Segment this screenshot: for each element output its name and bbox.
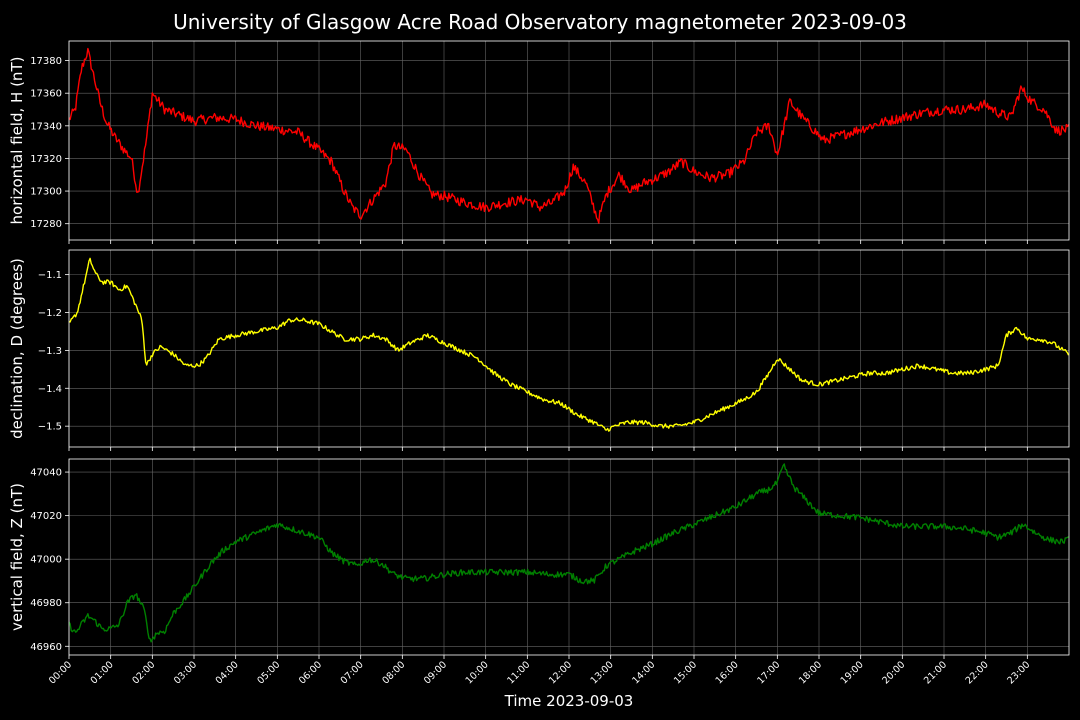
x-tick-label: 22:00 (964, 659, 991, 686)
y-tick-label: 17380 (30, 56, 62, 67)
x-tick-label: 21:00 (922, 659, 949, 686)
y-tick-label: 17300 (30, 187, 62, 198)
y-tick-label: −1.1 (38, 270, 62, 281)
y-tick-label: 17340 (30, 121, 62, 132)
y-tick-label: 46980 (30, 598, 62, 609)
series-line (68, 463, 1069, 643)
y-tick-label: −1.4 (38, 384, 62, 395)
x-tick-label: 11:00 (505, 659, 532, 686)
y-axis-label: declination, D (degrees) (8, 258, 26, 439)
x-tick-label: 04:00 (214, 659, 241, 686)
y-tick-label: −1.2 (38, 308, 62, 319)
panel-0: 17280 17300 17320 17340 17360 17380 horizontal… (8, 40, 1070, 244)
x-tick-label: 00:00 (47, 659, 74, 686)
panel-1: −1.5 −1.4 −1.3 −1.2 −1.1 declination, D (degr… (8, 249, 1070, 451)
x-tick-label: 01:00 (89, 659, 116, 686)
x-tick-label: 12:00 (547, 659, 574, 686)
y-tick-label: −1.5 (38, 422, 62, 433)
x-tick-label: 18:00 (797, 659, 824, 686)
x-tick-label: 17:00 (755, 659, 782, 686)
y-tick-label: 17360 (30, 89, 62, 100)
x-tick-label: 10:00 (464, 659, 491, 686)
x-tick-label: 15:00 (672, 659, 699, 686)
y-tick-label: 47000 (30, 555, 62, 566)
y-tick-label: 17320 (30, 154, 62, 165)
panel-frame (68, 249, 1070, 448)
series-line (68, 257, 1070, 432)
x-tick-label: 03:00 (172, 659, 199, 686)
series-line (68, 47, 1070, 224)
x-tick-label: 06:00 (297, 659, 324, 686)
x-tick-label: 02:00 (130, 659, 157, 686)
y-axis-label: horizontal field, H (nT) (8, 57, 26, 225)
x-tick-label: 13:00 (589, 659, 616, 686)
x-tick-label: 08:00 (380, 659, 407, 686)
x-tick-label: 14:00 (630, 659, 657, 686)
chart-title: University of Glasgow Acre Road Observat… (173, 10, 907, 34)
x-tick-label: 05:00 (255, 659, 282, 686)
y-tick-label: 46960 (30, 642, 62, 653)
y-axis-label: vertical field, Z (nT) (8, 483, 26, 631)
panel-2: 46960 46980 47000 47020 47040 vertical field,… (8, 458, 1070, 659)
x-tick-label: 23:00 (1005, 659, 1032, 686)
x-tick-label: 19:00 (839, 659, 866, 686)
x-tick-label: 09:00 (422, 659, 449, 686)
x-tick-label: 16:00 (714, 659, 741, 686)
panel-frame (68, 40, 1070, 241)
y-tick-label: 47040 (30, 468, 62, 479)
y-tick-label: −1.3 (38, 346, 62, 357)
y-tick-label: 47020 (30, 511, 62, 522)
x-tick-label: 07:00 (339, 659, 366, 686)
x-tick-label: 20:00 (880, 659, 907, 686)
y-tick-label: 17280 (30, 219, 62, 230)
panel-frame (68, 458, 1070, 656)
x-axis-label: Time 2023-09-03 (504, 692, 634, 710)
